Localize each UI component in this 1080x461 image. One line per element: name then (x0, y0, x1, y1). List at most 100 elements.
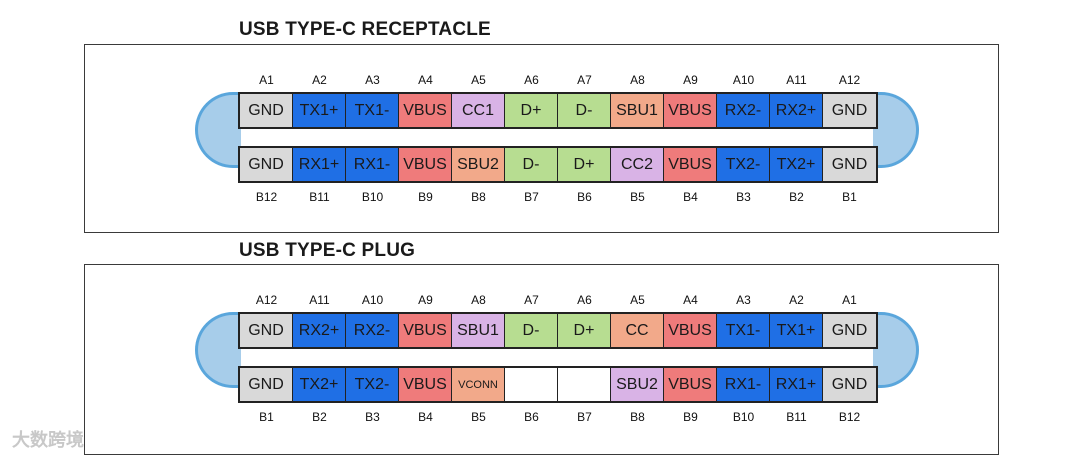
pin-label: B2 (789, 190, 804, 204)
pin-cell: RX2- (717, 94, 770, 127)
pin-cell: CC (611, 314, 664, 347)
pin-cell: RX2+ (293, 314, 346, 347)
pin-label: A1 (259, 73, 274, 87)
pin-label: B7 (524, 190, 539, 204)
pin-cell: GND (823, 94, 876, 127)
receptacle-bottom-labels: B12 B11 B10 B9 B8 B7 B6 B5 B4 B3 B2 B1 (240, 190, 876, 204)
plug-top-row: GND RX2+ RX2- VBUS SBU1 D- D+ CC VBUS TX1- TX1+ GND (238, 312, 878, 349)
pin-label: A10 (361, 293, 384, 307)
pin-cell: GND (240, 368, 293, 401)
plug-title: USB TYPE-C PLUG (239, 240, 416, 261)
pin-label: A9 (418, 293, 433, 307)
pin-label: B4 (418, 410, 433, 424)
pin-label: B9 (683, 410, 698, 424)
pin-cell: VBUS (664, 368, 717, 401)
pin-label: A12 (255, 293, 278, 307)
pin-cell: SBU1 (452, 314, 505, 347)
pin-label: A2 (312, 73, 327, 87)
pin-label: B11 (309, 190, 330, 204)
plug-top-labels: A12 A11 A10 A9 A8 A7 A6 A5 A4 A3 A2 A1 (240, 293, 876, 307)
pin-cell: SBU2 (611, 368, 664, 401)
pin-label: B5 (630, 190, 645, 204)
pin-cell: VBUS (399, 368, 452, 401)
pin-label: A6 (577, 293, 592, 307)
pin-cell: D- (505, 314, 558, 347)
pin-label: B7 (577, 410, 592, 424)
pin-label: A9 (683, 73, 698, 87)
pin-label: B2 (312, 410, 327, 424)
pin-cell: RX1+ (770, 368, 823, 401)
pin-cell (558, 368, 611, 401)
pin-cell: GND (823, 148, 876, 181)
pin-cell: TX2- (346, 368, 399, 401)
receptacle-bottom-row: GND RX1+ RX1- VBUS SBU2 D- D+ CC2 VBUS TX2- TX2+ GN… (238, 146, 878, 183)
pin-label: B10 (361, 190, 384, 204)
pin-cell: GND (823, 368, 876, 401)
pin-label: B6 (524, 410, 539, 424)
pin-cell: RX1- (717, 368, 770, 401)
pin-cell: TX2- (717, 148, 770, 181)
pin-cell: CC1 (452, 94, 505, 127)
pin-label: A2 (789, 293, 804, 307)
pin-label: B1 (842, 190, 857, 204)
pin-cell: GND (240, 148, 293, 181)
pin-cell: D+ (558, 148, 611, 181)
pin-cell: VCONN (452, 368, 505, 401)
pin-cell: TX1- (346, 94, 399, 127)
pin-cell: VBUS (399, 94, 452, 127)
pin-label: B3 (365, 410, 380, 424)
pin-label: B11 (786, 410, 807, 424)
receptacle-top-labels: A1 A2 A3 A4 A5 A6 A7 A8 A9 A10 A11 A12 (240, 73, 876, 87)
pin-cell: SBU1 (611, 94, 664, 127)
pin-cell: TX1+ (770, 314, 823, 347)
pin-label: A4 (418, 73, 433, 87)
pin-cell: VBUS (399, 148, 452, 181)
pin-label: A11 (309, 293, 330, 307)
pin-label: A11 (786, 73, 807, 87)
pin-label: B10 (732, 410, 755, 424)
pin-label: A12 (838, 73, 861, 87)
pin-label: B1 (259, 410, 274, 424)
pin-label: A7 (577, 73, 592, 87)
pin-cell: RX2- (346, 314, 399, 347)
pin-cell: VBUS (664, 314, 717, 347)
pin-label: B8 (630, 410, 645, 424)
pin-label: B5 (471, 410, 486, 424)
pin-cell: TX1+ (293, 94, 346, 127)
pin-cell: D- (505, 148, 558, 181)
pin-label: B8 (471, 190, 486, 204)
pin-cell: VBUS (399, 314, 452, 347)
pin-cell: TX2+ (770, 148, 823, 181)
pin-label: A5 (630, 293, 645, 307)
pin-cell: D- (558, 94, 611, 127)
pin-label: B12 (838, 410, 861, 424)
pin-label: A8 (630, 73, 645, 87)
pin-label: A8 (471, 293, 486, 307)
watermark: 大数跨境 (12, 430, 84, 450)
pin-label: B6 (577, 190, 592, 204)
pin-label: A7 (524, 293, 539, 307)
pin-cell: RX2+ (770, 94, 823, 127)
pin-label: A10 (732, 73, 755, 87)
pin-label: A5 (471, 73, 486, 87)
pin-cell: SBU2 (452, 148, 505, 181)
pin-label: A1 (842, 293, 857, 307)
pin-label: B4 (683, 190, 698, 204)
pin-label: A3 (365, 73, 380, 87)
pin-cell: TX2+ (293, 368, 346, 401)
pin-cell: VBUS (664, 94, 717, 127)
pin-cell: GND (240, 314, 293, 347)
pin-cell: GND (240, 94, 293, 127)
pin-cell: RX1- (346, 148, 399, 181)
pin-cell: GND (823, 314, 876, 347)
receptacle-title: USB TYPE-C RECEPTACLE (239, 19, 491, 40)
pin-cell: RX1+ (293, 148, 346, 181)
pin-cell (505, 368, 558, 401)
pin-cell: D+ (558, 314, 611, 347)
pin-cell: VBUS (664, 148, 717, 181)
pin-label: A6 (524, 73, 539, 87)
pin-cell: CC2 (611, 148, 664, 181)
pin-cell: D+ (505, 94, 558, 127)
pin-label: B12 (255, 190, 278, 204)
pin-label: B9 (418, 190, 433, 204)
